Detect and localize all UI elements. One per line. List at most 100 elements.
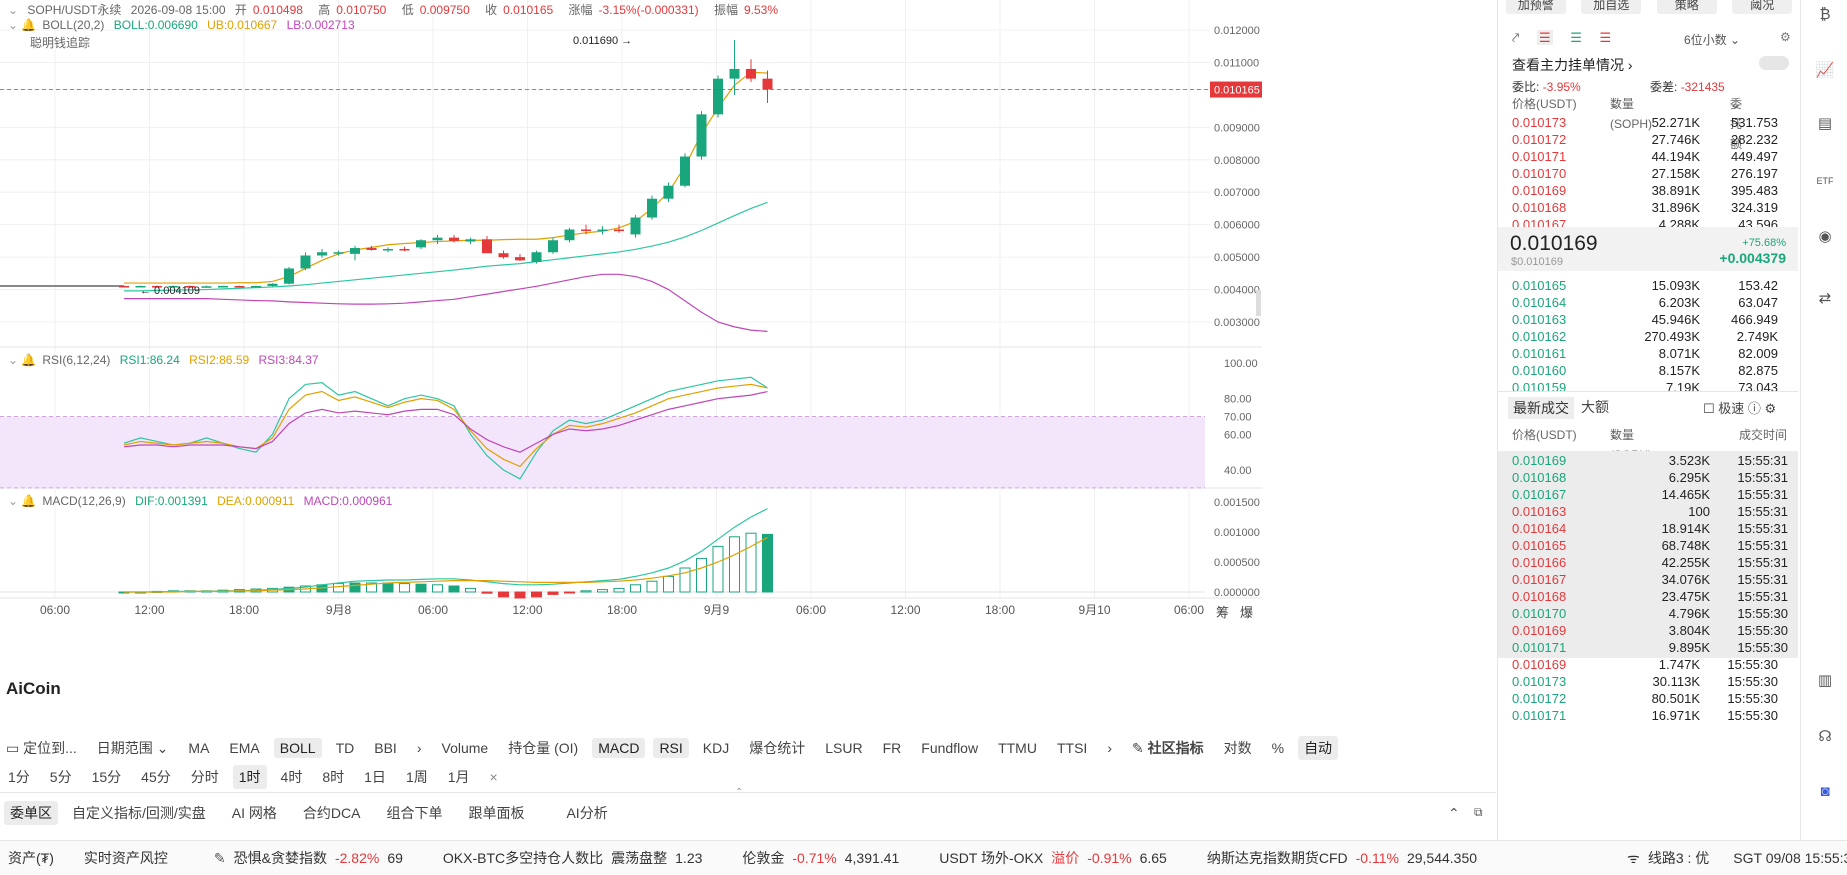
ind-bbi[interactable]: BBI <box>374 740 397 756</box>
interval-1m[interactable]: 1分 <box>8 769 30 785</box>
ask-row[interactable]: 0.010169 38.891K 395.483 <box>1498 181 1788 201</box>
tab-dca[interactable]: 合约DCA <box>302 805 361 821</box>
interval-1mo[interactable]: 1月 <box>447 769 470 785</box>
sub-ttsi[interactable]: TTSI <box>1056 740 1088 756</box>
alert-button[interactable]: 加预警 <box>1505 0 1566 14</box>
trade-row[interactable]: 0.010171 9.895K 15:55:30 <box>1498 638 1798 658</box>
trade-row[interactable]: 0.010169 3.804K 15:55:30 <box>1498 621 1798 641</box>
interval-1d[interactable]: 1日 <box>364 769 386 785</box>
tab-large-trades[interactable]: 大额 <box>1581 399 1609 415</box>
trade-row[interactable]: 0.010163 100 15:55:31 <box>1498 502 1798 522</box>
interval-45m[interactable]: 45分 <box>141 769 171 785</box>
trade-row[interactable]: 0.010171 16.971K 15:55:30 <box>1498 706 1788 726</box>
sub-rsi[interactable]: RSI <box>653 738 689 758</box>
trade-row[interactable]: 0.010167 34.076K 15:55:31 <box>1498 570 1798 590</box>
trade-row[interactable]: 0.010170 4.796K 15:55:30 <box>1498 604 1798 624</box>
ask-row[interactable]: 0.010172 27.746K 282.232 <box>1498 130 1788 150</box>
chart-line-icon[interactable]: 📈 <box>1815 62 1835 79</box>
tab-custom[interactable]: 自定义指标/回测/实盘 <box>72 805 206 821</box>
kline-chart[interactable]: 0.010165 0.011690 → ← 0.004109 0.012000 0.01… <box>0 0 1262 728</box>
auto-toggle[interactable]: 自动 <box>1298 736 1339 760</box>
ask-row[interactable]: 0.010173 52.271K 531.753 <box>1498 113 1788 133</box>
more-ind-chevron-icon[interactable]: › <box>416 740 422 756</box>
macd-bell-icon[interactable]: ⌄ 🔔 <box>8 494 37 508</box>
trade-row[interactable]: 0.010168 6.295K 15:55:31 <box>1498 468 1798 488</box>
tab-copy[interactable]: 跟单面板 <box>468 805 525 821</box>
sub-lsur[interactable]: LSUR <box>825 740 863 756</box>
interval-5m[interactable]: 5分 <box>49 769 72 785</box>
pct-toggle[interactable]: % <box>1271 740 1285 756</box>
decimals-select[interactable]: 6位小数 ⌄ <box>1684 33 1741 47</box>
trade-row[interactable]: 0.010172 80.501K 15:55:30 <box>1498 689 1788 709</box>
tab-ai-grid[interactable]: AI 网格 <box>231 805 277 821</box>
risk-button[interactable]: 实时资产风控 <box>83 850 168 866</box>
ask-row[interactable]: 0.010171 44.194K 449.497 <box>1498 147 1788 167</box>
view-button[interactable]: 阈况 <box>1732 0 1793 14</box>
ai-assistant-icon[interactable]: ◙ <box>1820 783 1830 800</box>
swap-icon[interactable]: ⇄ <box>1818 290 1832 307</box>
both-side-icon[interactable]: ☰ <box>1536 30 1553 45</box>
coin-icon[interactable]: ₿ <box>1819 6 1831 23</box>
interval-15m[interactable]: 15分 <box>91 769 122 785</box>
trade-row[interactable]: 0.010165 68.748K 15:55:31 <box>1498 536 1798 556</box>
col-qty[interactable]: 数量 (SOPH) ⌄ <box>1610 94 1652 131</box>
pen-icon[interactable]: ✎ <box>213 849 226 866</box>
rsi-label[interactable]: RSI(6,12,24) <box>42 353 111 367</box>
bid-row[interactable]: 0.010163 45.946K 466.949 <box>1498 310 1788 330</box>
collapse-panel-icon[interactable]: ⌃ <box>1448 805 1460 821</box>
macd-label[interactable]: MACD(12,26,9) <box>42 494 126 508</box>
bid-row[interactable]: 0.010160 8.157K 82.875 <box>1498 361 1788 381</box>
trade-row[interactable]: 0.010166 42.255K 15:55:31 <box>1498 553 1798 573</box>
bid-row[interactable]: 0.010165 15.093K 153.42 <box>1498 276 1788 296</box>
bid-row[interactable]: 0.010162 270.493K 2.749K <box>1498 327 1788 347</box>
bid-row[interactable]: 0.010161 8.071K 82.009 <box>1498 344 1788 364</box>
sub-volume[interactable]: Volume <box>441 740 489 756</box>
ind-boll[interactable]: BOLL <box>273 738 322 758</box>
tab-latest-trades[interactable]: 最新成交 <box>1508 397 1574 419</box>
more-sub-chevron-icon[interactable]: › <box>1107 740 1112 756</box>
log-toggle[interactable]: 对数 <box>1223 740 1252 756</box>
trade-col-qty[interactable]: 数量(SOPH) ⌄ <box>1610 425 1652 462</box>
bell-icon[interactable]: ⌄ 🔔 <box>8 18 37 32</box>
ind-td[interactable]: TD <box>335 740 355 756</box>
locate-button[interactable]: ▭ 定位到... <box>6 740 77 756</box>
interval-1h[interactable]: 1时 <box>232 765 267 789</box>
fear-label[interactable]: 恐惧&贪婪指数 <box>233 850 327 866</box>
big-orders-toggle[interactable] <box>1759 56 1789 70</box>
ind-ma[interactable]: MA <box>188 740 210 756</box>
bid-side-icon[interactable]: ☰ <box>1570 30 1582 45</box>
headset-icon[interactable]: ☊ <box>1818 728 1832 745</box>
trade-row[interactable]: 0.010169 3.523K 15:55:31 <box>1498 451 1798 471</box>
line-status[interactable]: 线路3 : 优 <box>1647 850 1710 866</box>
layout-icon[interactable]: ▥ <box>1817 672 1833 689</box>
sub-fundflow[interactable]: Fundflow <box>921 740 979 756</box>
big-orders-link[interactable]: 查看主力挂单情况 › <box>1512 57 1633 73</box>
sub-kdj[interactable]: KDJ <box>702 740 730 756</box>
ask-side-icon[interactable]: ☰ <box>1599 30 1612 45</box>
watchlist-button[interactable]: 加自选 <box>1581 0 1642 14</box>
ask-row[interactable]: 0.010170 27.158K 276.197 <box>1498 164 1788 184</box>
robot-icon[interactable]: ◉ <box>1818 228 1832 245</box>
usdt-otc-label[interactable]: USDT 场外-OKX <box>939 850 1044 866</box>
rsi-bell-icon[interactable]: ⌄ 🔔 <box>8 353 37 367</box>
sub-fr[interactable]: FR <box>882 740 902 756</box>
smart-money-label[interactable]: 聪明钱追踪 <box>30 36 91 50</box>
trade-row[interactable]: 0.010167 14.465K 15:55:31 <box>1498 485 1798 505</box>
nasdaq-label[interactable]: 纳斯达克指数期货CFD <box>1206 850 1348 866</box>
fast-checkbox[interactable]: ☐ 极速 ⓘ ⚙ <box>1703 401 1777 416</box>
trade-row[interactable]: 0.010173 30.113K 15:55:30 <box>1498 672 1788 692</box>
col-amount[interactable]: 委托额 ⌄ <box>1730 94 1742 151</box>
chart-area[interactable]: 0.010165 0.011690 → ← 0.004109 0.012000 0.01… <box>0 0 1262 728</box>
link-icon[interactable]: ⤤ <box>1512 30 1520 45</box>
trade-row[interactable]: 0.010169 1.747K 15:55:30 <box>1498 655 1788 675</box>
collapse-up-icon[interactable]: ⌃ <box>735 787 744 798</box>
sub-ttmu[interactable]: TTMU <box>998 740 1037 756</box>
tab-orders[interactable]: 委单区 <box>4 801 58 825</box>
boll-label[interactable]: BOLL(20,2) <box>42 18 105 32</box>
settings-icon[interactable]: ⚙ <box>1780 30 1791 44</box>
interval-timeline[interactable]: 分时 <box>190 769 219 785</box>
ask-row[interactable]: 0.010168 31.896K 324.319 <box>1498 198 1788 218</box>
close-intervals-icon[interactable]: × <box>489 769 498 785</box>
interval-4h[interactable]: 4时 <box>280 769 303 785</box>
expand-panel-icon[interactable]: ⧉ <box>1474 805 1483 819</box>
